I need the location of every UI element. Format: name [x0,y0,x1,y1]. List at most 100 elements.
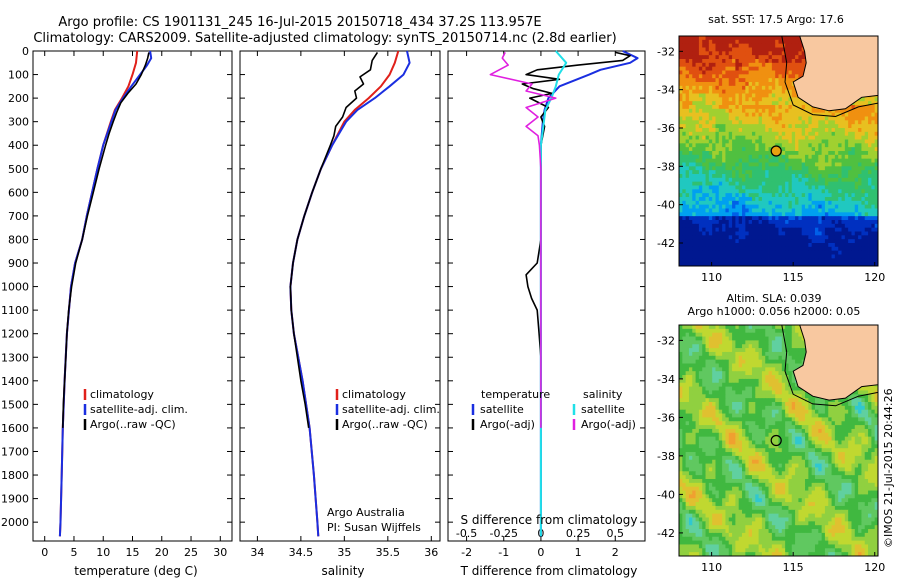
map-cell [715,147,720,152]
map-cell [722,223,726,229]
map-cell [778,82,783,87]
map-cell [712,243,716,248]
map-cell [695,154,700,160]
map-cell [861,212,866,217]
map-cell [811,216,816,221]
map-cell [771,185,776,190]
map-cell [785,340,789,345]
map-cell [771,227,776,232]
map-cell [775,116,779,121]
map-cell [791,200,796,206]
map-cell [788,371,793,376]
map-cell [834,204,839,209]
map-cell [798,174,803,179]
map-cell [688,243,693,248]
y-tick-label: 1500 [1,398,29,411]
map-cell [768,139,773,144]
map-cell [702,101,706,106]
map-cell [685,139,690,144]
map-cell [745,43,750,48]
map-cell [818,239,823,244]
map-cell [778,66,783,71]
map-cell [735,348,740,353]
map-cell [685,120,690,125]
map-cell [688,101,693,106]
map-cell [814,208,819,213]
map-cell [682,223,687,229]
map-cell [725,220,730,225]
map-cell [722,394,726,399]
map-cell [838,231,842,236]
map-cell [755,378,759,384]
map-cell [795,151,799,156]
map-cell [692,235,696,240]
map-cell [824,185,829,190]
map-cell [685,351,690,357]
map-cell [848,112,852,117]
map-cell [679,177,683,183]
map-cell [745,185,750,190]
map-cell [745,189,750,194]
map-cell [748,189,753,194]
map-cell [821,166,826,171]
map-cell [718,177,723,183]
map-cell [861,158,866,163]
map-cell [679,262,683,267]
map-cell [805,177,809,183]
map-cell [751,101,756,106]
map-cell [798,262,803,267]
map-cell [818,116,823,121]
map-cell [778,139,783,144]
map-cell [708,174,713,179]
map-cell [798,143,803,148]
map-cell [722,151,726,156]
map-cell [765,70,769,75]
map-cell [771,367,776,372]
map-cell [761,193,766,198]
map-cell [864,231,869,236]
map-cell [732,235,736,240]
map-cell [679,200,683,206]
map-cell [864,97,869,102]
map-cell [745,124,750,129]
map-cell [695,262,700,267]
map-cell [725,231,730,236]
map-cell [692,162,696,167]
map-cell [874,258,879,263]
map-cell [735,166,740,171]
map-cell [742,204,746,209]
map-cell [761,378,766,384]
map-cell [851,166,856,171]
map-cell [768,332,773,337]
map-cell [688,143,693,148]
map-cell [751,355,756,361]
map-cell [695,212,700,217]
map-cell [785,328,789,334]
map-cell [818,223,823,229]
map-cell [685,97,690,102]
map-cell [735,189,740,194]
map-cell [708,208,713,213]
map-cell [808,108,813,114]
map-cell [702,328,706,334]
map-cell [831,246,836,252]
map-cell [735,85,740,91]
map-cell [844,216,849,221]
map-cell [748,348,753,353]
map-cell [738,74,743,79]
map-cell [715,93,720,98]
map-cell [712,262,716,267]
map-cell [695,78,700,83]
map-cell [735,120,740,125]
map-cell [824,212,829,217]
map-cell [715,85,720,91]
map-cell [732,82,736,87]
map-cell [722,97,726,102]
map-cell [695,348,700,353]
map-cell [735,223,740,229]
map-cell [854,197,859,202]
plot-frame [239,50,441,542]
map-cell [728,235,733,240]
y-tick-label: 1800 [1,469,29,482]
map-cell [811,139,816,144]
